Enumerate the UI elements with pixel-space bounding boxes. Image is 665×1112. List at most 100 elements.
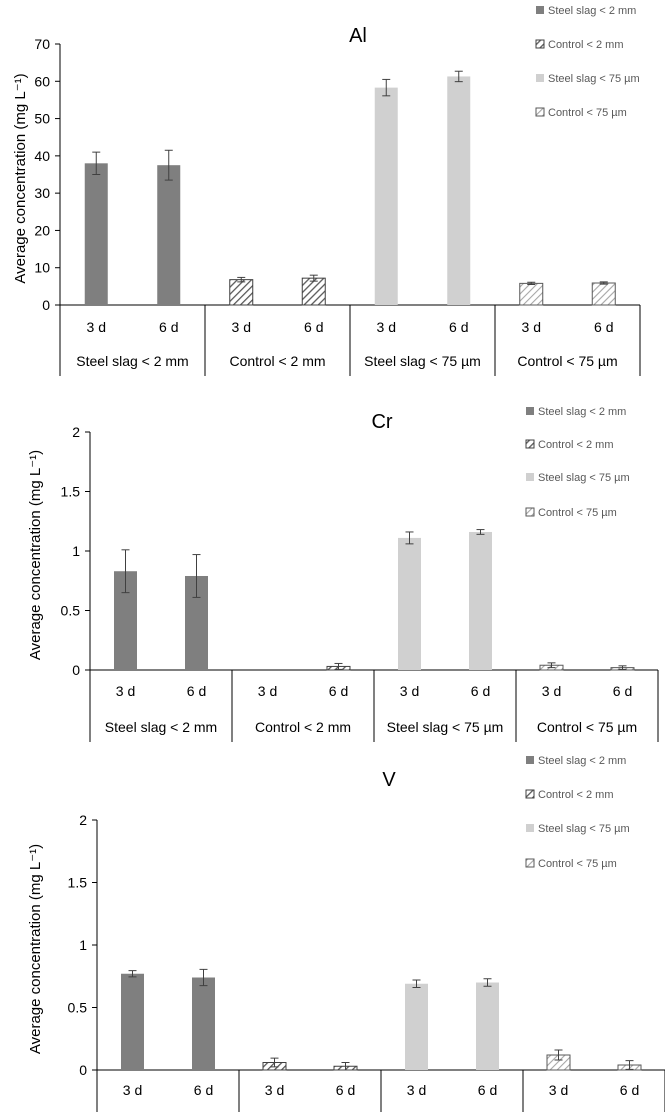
bar xyxy=(84,163,108,305)
legend-label: Control < 2 mm xyxy=(548,39,624,51)
bar xyxy=(476,982,499,1070)
y-tick-label: 1 xyxy=(72,543,80,559)
y-axis-label: Average concentration (mg L⁻¹) xyxy=(12,73,29,283)
legend-swatch xyxy=(525,789,535,799)
legend-label: Control < 75 µm xyxy=(538,858,617,870)
chart-title: Al xyxy=(349,25,367,47)
x-category-label: 6 d xyxy=(478,1082,497,1098)
y-tick-label: 1.5 xyxy=(61,484,81,500)
legend-label: Steel slag < 75 µm xyxy=(538,823,630,835)
x-group-label: Steel slag < 2 mm xyxy=(76,353,188,369)
y-tick-label: 10 xyxy=(34,260,50,276)
x-category-label: 3 d xyxy=(123,1082,142,1098)
legend-label: Steel slag < 2 mm xyxy=(548,5,636,17)
bar xyxy=(114,571,137,670)
legend-swatch xyxy=(525,507,535,517)
legend-label: Control < 2 mm xyxy=(538,439,614,451)
legend-label: Steel slag < 75 µm xyxy=(538,472,630,484)
x-group-label: Control < 75 µm xyxy=(517,353,617,369)
x-category-label: 6 d xyxy=(620,1082,639,1098)
y-tick-label: 30 xyxy=(34,185,50,201)
x-category-label: 3 d xyxy=(400,683,419,699)
x-category-label: 6 d xyxy=(594,319,613,335)
x-group-label: Control < 75 µm xyxy=(537,719,637,735)
legend-swatch xyxy=(526,407,534,415)
legend-label: Steel slag < 75 µm xyxy=(548,73,640,85)
legend-swatch xyxy=(526,473,534,481)
x-category-label: 3 d xyxy=(377,319,396,335)
y-tick-label: 0.5 xyxy=(68,1000,88,1016)
x-category-label: 3 d xyxy=(522,319,541,335)
bar xyxy=(374,87,398,305)
x-category-label: 3 d xyxy=(549,1082,568,1098)
x-category-label: 3 d xyxy=(116,683,135,699)
x-group-label: Control < 2 mm xyxy=(229,353,325,369)
y-tick-label: 40 xyxy=(34,148,50,164)
bar xyxy=(447,76,471,305)
y-tick-label: 1.5 xyxy=(68,875,88,891)
y-tick-label: 2 xyxy=(79,812,87,828)
legend-swatch xyxy=(526,756,534,764)
x-category-label: 6 d xyxy=(336,1082,355,1098)
legend-swatch xyxy=(526,824,534,832)
x-category-label: 6 d xyxy=(329,683,348,699)
x-category-label: 6 d xyxy=(194,1082,213,1098)
y-tick-label: 20 xyxy=(34,222,50,238)
x-category-label: 3 d xyxy=(265,1082,284,1098)
y-axis-label: Average concentration (mg L⁻¹) xyxy=(27,450,44,660)
x-category-label: 3 d xyxy=(232,319,251,335)
legend-label: Control < 75 µm xyxy=(538,507,617,519)
x-group-label: Steel slag < 2 mm xyxy=(105,719,217,735)
legend-swatch xyxy=(536,74,544,82)
bar xyxy=(192,977,215,1070)
legend-label: Steel slag < 2 mm xyxy=(538,406,626,418)
legend-swatch xyxy=(525,439,535,449)
y-tick-label: 70 xyxy=(34,36,50,52)
legend-label: Control < 2 mm xyxy=(538,789,614,801)
bar xyxy=(121,973,144,1070)
y-tick-label: 60 xyxy=(34,73,50,89)
y-tick-label: 0 xyxy=(42,297,50,313)
bar xyxy=(519,282,544,306)
y-tick-label: 2 xyxy=(72,424,80,440)
x-category-label: 6 d xyxy=(187,683,206,699)
y-tick-label: 1 xyxy=(79,937,87,953)
y-tick-label: 0 xyxy=(79,1062,87,1078)
chart-panel-v: V Average concentration (mg L⁻¹) 0 0.5 1 1.5 2… xyxy=(27,755,665,1112)
bar xyxy=(591,282,616,306)
x-group-label: Control < 2 mm xyxy=(255,719,351,735)
bar xyxy=(157,165,181,305)
x-group-label: Steel slag < 75 µm xyxy=(387,719,504,735)
legend-label: Steel slag < 2 mm xyxy=(538,755,626,767)
x-category-label: 6 d xyxy=(304,319,323,335)
x-category-label: 6 d xyxy=(471,683,490,699)
bar xyxy=(185,575,208,670)
legend-swatch xyxy=(535,107,545,117)
chart-panel-al: Al Average concentration (mg L⁻¹) 0 10 20 30 4… xyxy=(12,5,641,376)
x-category-label: 3 d xyxy=(258,683,277,699)
x-group-label: Steel slag < 75 µm xyxy=(364,353,481,369)
chart-title: V xyxy=(382,769,396,791)
y-tick-label: 0 xyxy=(72,662,80,678)
x-category-label: 6 d xyxy=(159,319,178,335)
x-category-label: 6 d xyxy=(449,319,468,335)
x-category-label: 3 d xyxy=(407,1082,426,1098)
bar xyxy=(405,983,428,1070)
legend-swatch xyxy=(536,6,544,14)
chart-title: Cr xyxy=(371,411,392,433)
legend-label: Control < 75 µm xyxy=(548,107,627,119)
legend-swatch xyxy=(535,39,545,49)
y-axis-label: Average concentration (mg L⁻¹) xyxy=(27,844,44,1054)
bar xyxy=(301,277,326,306)
legend-swatch xyxy=(525,858,535,868)
x-category-label: 3 d xyxy=(87,319,106,335)
bar xyxy=(469,531,492,670)
y-tick-label: 0.5 xyxy=(61,603,81,619)
bar xyxy=(229,279,254,306)
bar xyxy=(398,537,421,670)
y-tick-label: 50 xyxy=(34,111,50,127)
x-category-label: 3 d xyxy=(542,683,561,699)
x-category-label: 6 d xyxy=(613,683,632,699)
chart-panel-cr: Cr Average concentration (mg L⁻¹) 0 0.5 1 1.5… xyxy=(27,406,659,742)
